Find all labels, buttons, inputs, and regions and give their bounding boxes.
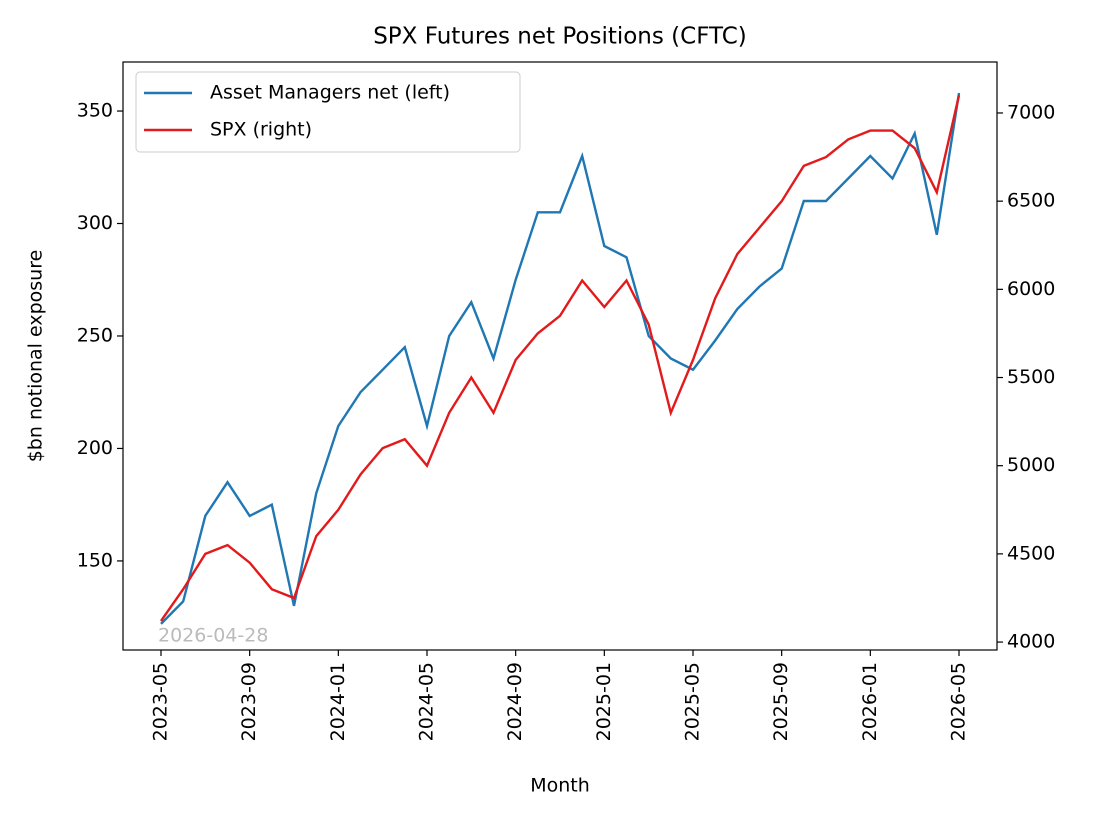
x-axis-label: Month: [530, 775, 590, 797]
legend-box: [135, 71, 521, 153]
data-line: [160, 92, 961, 625]
x-tick-label: 2026-01: [859, 662, 881, 741]
annotation: 2026-04-28: [158, 625, 268, 647]
y-tick-label: 300: [77, 212, 113, 234]
y-tick-label: 250: [77, 324, 113, 346]
chart-title: SPX Futures net Positions (CFTC): [373, 24, 747, 50]
y2-tick-label: 4500: [1007, 542, 1055, 564]
y-tick-label: 150: [77, 549, 113, 571]
y2-tick-label: 6500: [1007, 190, 1055, 212]
x-tick-label: 2024-05: [416, 662, 438, 741]
x-tick-label: 2023-09: [238, 662, 260, 741]
x-tick-label: 2023-05: [150, 662, 172, 741]
x-tick-label: 2025-01: [593, 662, 615, 741]
x-tick-label: 2024-09: [504, 662, 526, 741]
x-tick-label: 2025-09: [770, 662, 792, 741]
y2-tick-label: 7000: [1007, 101, 1055, 123]
y2-tick-label: 5500: [1007, 366, 1055, 388]
y2-tick-label: 6000: [1007, 278, 1055, 300]
legend-label: Asset Managers net (left): [210, 82, 450, 104]
x-tick-label: 2024-01: [327, 662, 349, 741]
y-tick-label: 200: [77, 437, 113, 459]
y-tick-label: 350: [77, 100, 113, 122]
y-axis-label: $bn notional exposure: [25, 250, 47, 463]
data-line: [160, 95, 961, 622]
plot-frame: [122, 61, 998, 651]
y2-tick-label: 4000: [1007, 631, 1055, 653]
x-tick-label: 2025-05: [682, 662, 704, 741]
y2-tick-label: 5000: [1007, 454, 1055, 476]
legend-label: SPX (right): [210, 119, 312, 141]
x-tick-label: 2026-05: [948, 662, 970, 741]
